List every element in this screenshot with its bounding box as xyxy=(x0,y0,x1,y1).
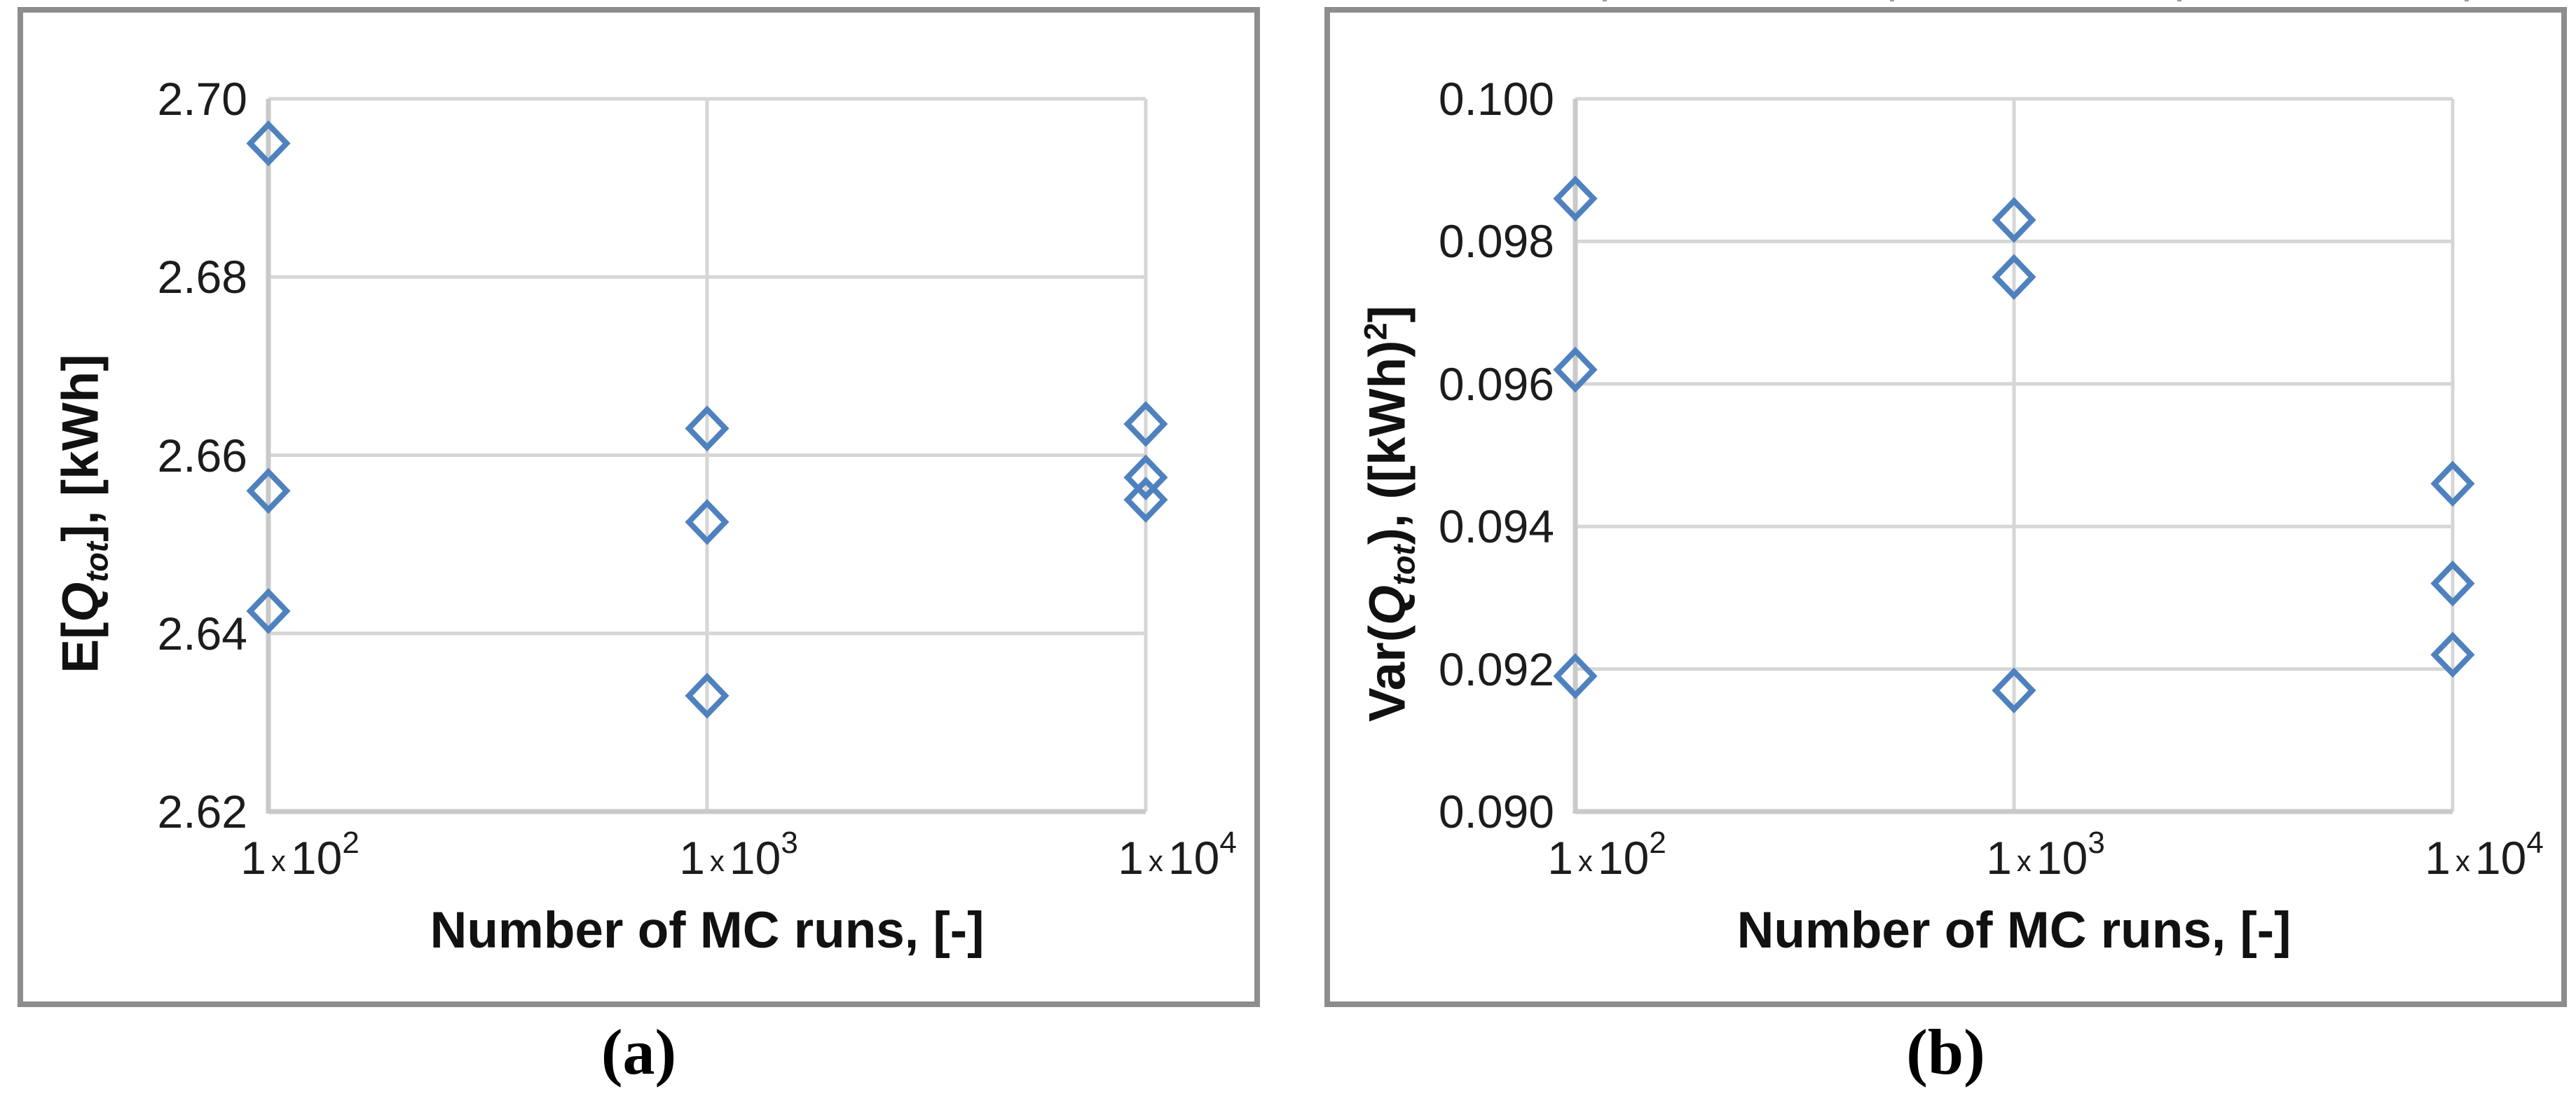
data-point-marker xyxy=(246,120,291,167)
data-point-marker xyxy=(685,499,729,545)
data-point-marker xyxy=(1553,346,1598,393)
data-point-marker xyxy=(1553,653,1598,699)
data-point-marker xyxy=(1123,401,1168,447)
y-tick-label: 0.092 xyxy=(1438,643,1554,695)
data-point-marker xyxy=(1992,254,2036,301)
y-tick-label: 2.62 xyxy=(157,786,247,837)
y-axis-title-b-units: ), ([kWh) xyxy=(1359,340,1416,545)
y-axis-title-b-superscript: 2 xyxy=(1357,322,1394,341)
x-tick-label: 1 x 104 xyxy=(1118,826,1237,884)
y-tick-label: 2.70 xyxy=(157,73,247,125)
x-tick-label: 1 x 104 xyxy=(2425,826,2544,884)
data-point-marker xyxy=(1123,477,1168,523)
plot-area-b xyxy=(1553,0,2475,814)
data-point-marker xyxy=(685,405,729,452)
data-point-marker xyxy=(685,672,729,719)
y-tick-label: 2.64 xyxy=(157,607,247,659)
y-axis-title-b-variable: Q xyxy=(1359,585,1416,625)
y-axis-title-b: Var(Qtot), ([kWh)2] xyxy=(1357,306,1422,722)
y-tick-label: 0.098 xyxy=(1438,215,1554,268)
plot-area-a xyxy=(246,97,1168,814)
x-axis-title-b: Number of MC runs, [-] xyxy=(1736,902,2291,959)
y-tick-label: 2.68 xyxy=(157,251,247,303)
y-axis-title-a-variable: Q xyxy=(52,582,109,622)
x-axis-title-a: Number of MC runs, [-] xyxy=(430,902,985,959)
data-point-marker xyxy=(2430,631,2475,678)
x-tick-label: 1 x 103 xyxy=(679,826,798,884)
caption-a: (a) xyxy=(601,1016,677,1088)
caption-b: (b) xyxy=(1906,1016,1985,1088)
y-axis-title-b-prefix: Var( xyxy=(1359,624,1416,722)
chart-panel-b: Var(Qtot), ([kWh)2] Number of MC runs, [… xyxy=(1324,0,2567,1007)
data-point-marker xyxy=(1553,175,1598,222)
y-tick-label: 0.100 xyxy=(1438,73,1554,125)
y-axis-title-a: E[Qtot], [kWh] xyxy=(52,354,115,673)
y-axis-title-b-end: ] xyxy=(1359,306,1416,323)
data-point-marker xyxy=(1992,197,2036,243)
x-tick-label: 1 x 102 xyxy=(240,826,359,884)
data-point-marker xyxy=(2430,560,2475,607)
data-point-marker xyxy=(1123,454,1168,501)
y-tick-label: 2.66 xyxy=(157,429,247,481)
data-point-marker xyxy=(246,588,291,634)
x-tick-label: 1 x 103 xyxy=(1986,826,2105,884)
data-point-marker xyxy=(1992,667,2036,713)
y-tick-label: 0.096 xyxy=(1438,357,1554,410)
y-axis-title-a-units: ], [kWh] xyxy=(52,354,109,542)
y-tick-label: 0.090 xyxy=(1438,786,1554,837)
chart-panel-a: E[Qtot], [kWh] Number of MC runs, [-] 2.… xyxy=(18,7,1260,1007)
y-axis-title-a-subscript: tot xyxy=(78,542,115,582)
y-axis-title-b-subscript: tot xyxy=(1385,545,1422,586)
y-tick-label: 0.094 xyxy=(1438,500,1554,553)
data-point-marker xyxy=(2430,460,2475,507)
data-point-marker xyxy=(246,467,291,514)
y-axis-title-a-prefix: E[ xyxy=(52,622,109,673)
x-tick-label: 1 x 102 xyxy=(1547,826,1666,884)
